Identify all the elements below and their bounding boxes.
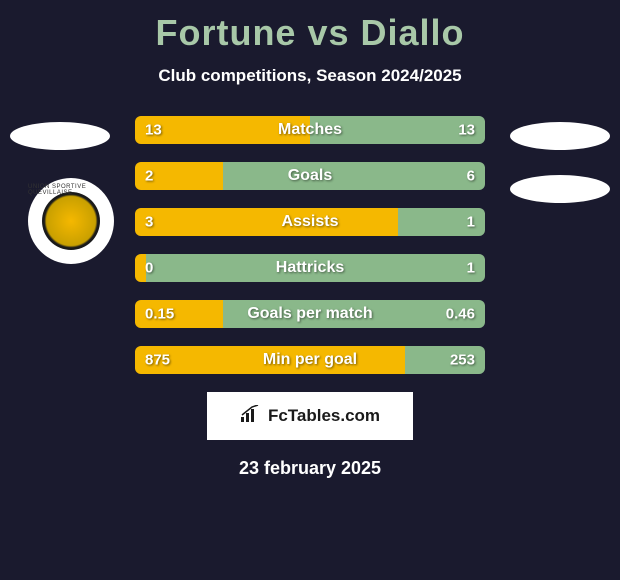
stat-value-right: 0.46 (446, 306, 475, 323)
stat-value-left: 0 (145, 260, 153, 277)
stat-label: Hattricks (276, 259, 344, 277)
club-badge-left: UNION SPORTIVE QUEVILLAISE (28, 178, 114, 264)
stat-value-right: 6 (467, 168, 475, 185)
stat-row-hattricks: 0 Hattricks 1 (135, 254, 485, 282)
club-badge-inner-icon (42, 192, 100, 250)
stat-row-assists: 3 Assists 1 (135, 208, 485, 236)
chart-icon (240, 405, 262, 428)
stats-panel: 13 Matches 13 2 Goals 6 3 Assists 1 0 Ha… (135, 116, 485, 374)
player-right-placeholder-icon (510, 122, 610, 150)
stat-label: Goals per match (247, 305, 372, 323)
stat-value-left: 875 (145, 352, 170, 369)
brand-text: FcTables.com (268, 406, 380, 426)
stat-label: Goals (288, 167, 332, 185)
stat-value-left: 13 (145, 122, 162, 139)
stat-label: Min per goal (263, 351, 357, 369)
main-container: Fortune vs Diallo Club competitions, Sea… (0, 0, 620, 580)
bar-left (135, 208, 398, 236)
stat-value-left: 3 (145, 214, 153, 231)
stat-row-goals: 2 Goals 6 (135, 162, 485, 190)
stat-row-matches: 13 Matches 13 (135, 116, 485, 144)
stat-label: Matches (278, 121, 342, 139)
stat-value-right: 1 (467, 260, 475, 277)
stat-value-right: 13 (458, 122, 475, 139)
player-left-placeholder-icon (10, 122, 110, 150)
stat-row-min-per-goal: 875 Min per goal 253 (135, 346, 485, 374)
page-title: Fortune vs Diallo (0, 12, 620, 54)
brand-box[interactable]: FcTables.com (207, 392, 413, 440)
page-subtitle: Club competitions, Season 2024/2025 (0, 66, 620, 86)
player-right-placeholder-2-icon (510, 175, 610, 203)
stat-value-right: 253 (450, 352, 475, 369)
badge-text: UNION SPORTIVE QUEVILLAISE (28, 184, 114, 196)
stat-label: Assists (282, 213, 339, 231)
stat-value-left: 0.15 (145, 306, 174, 323)
stat-row-goals-per-match: 0.15 Goals per match 0.46 (135, 300, 485, 328)
stat-value-right: 1 (467, 214, 475, 231)
bar-right (223, 162, 486, 190)
footer-date: 23 february 2025 (0, 458, 620, 479)
bar-left (135, 254, 146, 282)
stat-value-left: 2 (145, 168, 153, 185)
